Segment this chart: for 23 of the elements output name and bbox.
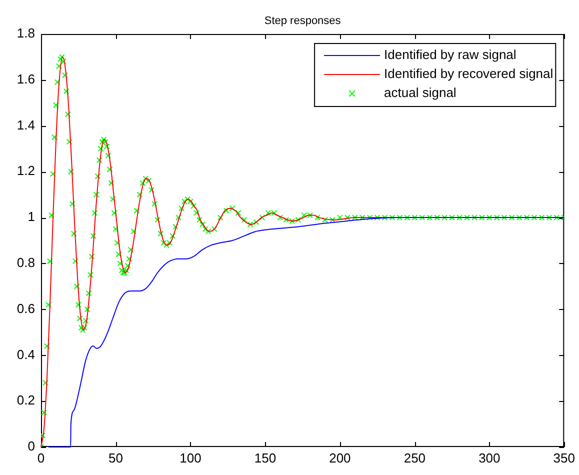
y-tick-label: 1.4 — [16, 117, 35, 132]
y-tick-label: 1.8 — [16, 26, 35, 41]
y-tick-label: 0.4 — [16, 346, 35, 362]
legend-label: Identified by raw signal — [384, 47, 516, 62]
line-series — [48, 217, 565, 448]
y-tick-label: 0.6 — [16, 300, 35, 316]
x-tick-label: 300 — [478, 450, 500, 466]
x-tick-label: 350 — [553, 450, 576, 466]
y-tick-label: 1.6 — [16, 71, 35, 86]
x-tick-label: 100 — [180, 450, 202, 466]
x-tick-label: 200 — [329, 450, 351, 466]
legend-label: actual signal — [384, 85, 456, 100]
x-tick-label: 50 — [108, 450, 123, 466]
x-tick-label: 150 — [254, 450, 276, 466]
x-tick-label: 250 — [404, 450, 426, 466]
y-tick-label: 0.2 — [16, 392, 35, 408]
y-tick-label: 0.8 — [16, 255, 35, 270]
chart-title: Step responses — [264, 15, 342, 28]
x-tick-label: 0 — [37, 450, 45, 466]
legend-label: Identified by recovered signal — [384, 66, 554, 82]
y-tick-label: 1.2 — [16, 163, 35, 178]
y-tick-label: 1 — [28, 209, 35, 224]
y-tick-label: 0 — [28, 438, 35, 454]
